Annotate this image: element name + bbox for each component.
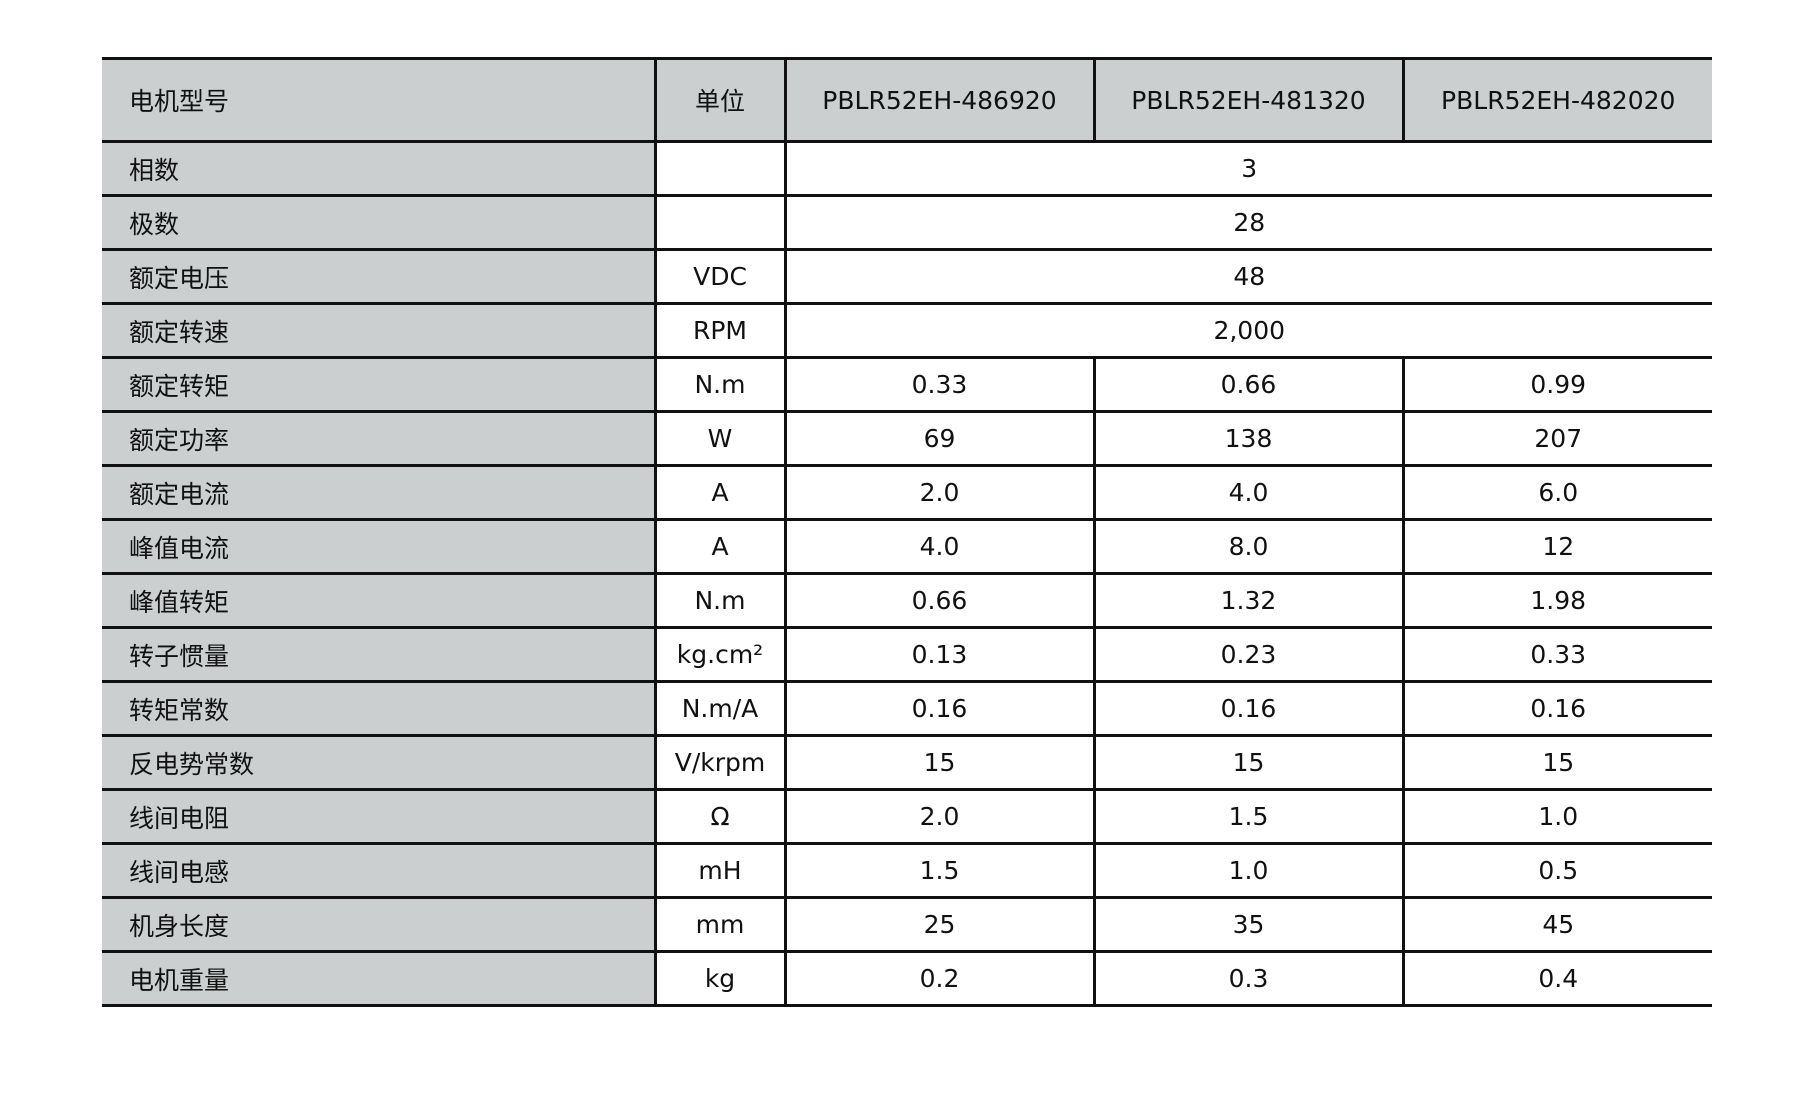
row-unit [653, 194, 787, 251]
row-label: 额定转矩 [102, 356, 657, 413]
row-label: 额定电流 [102, 464, 657, 521]
row-value: 1.98 [1401, 572, 1712, 629]
row-value: 6.0 [1401, 464, 1712, 521]
row-unit: N.m [653, 572, 787, 629]
table-row: 额定电流 A 2.0 4.0 6.0 [102, 464, 1712, 521]
row-unit: kg.cm² [653, 626, 787, 683]
header-model-3: PBLR52EH-482020 [1401, 57, 1712, 143]
row-value: 0.66 [783, 572, 1096, 629]
table-row: 峰值转矩 N.m 0.66 1.32 1.98 [102, 572, 1712, 629]
row-unit: N.m/A [653, 680, 787, 737]
row-unit: W [653, 410, 787, 467]
row-label: 额定功率 [102, 410, 657, 467]
row-value: 1.5 [783, 842, 1096, 899]
table-row: 线间电阻 Ω 2.0 1.5 1.0 [102, 788, 1712, 845]
row-value: 15 [1092, 734, 1405, 791]
table-row: 转子惯量 kg.cm² 0.13 0.23 0.33 [102, 626, 1712, 683]
table-row: 反电势常数 V/krpm 15 15 15 [102, 734, 1712, 791]
row-label: 线间电感 [102, 842, 657, 899]
row-label: 转矩常数 [102, 680, 657, 737]
row-unit: V/krpm [653, 734, 787, 791]
row-value: 1.5 [1092, 788, 1405, 845]
row-value: 25 [783, 896, 1096, 953]
table-row: 机身长度 mm 25 35 45 [102, 896, 1712, 953]
row-label: 额定转速 [102, 302, 657, 359]
row-unit: mm [653, 896, 787, 953]
row-value: 15 [1401, 734, 1712, 791]
row-value: 69 [783, 410, 1096, 467]
header-unit: 单位 [653, 57, 787, 143]
row-label: 峰值电流 [102, 518, 657, 575]
row-value: 45 [1401, 896, 1712, 953]
table-row: 额定转速 RPM 2,000 [102, 302, 1712, 359]
row-value: 0.4 [1401, 950, 1712, 1007]
row-label: 机身长度 [102, 896, 657, 953]
row-unit: RPM [653, 302, 787, 359]
header-model-label: 电机型号 [102, 57, 657, 143]
table-row: 额定转矩 N.m 0.33 0.66 0.99 [102, 356, 1712, 413]
row-value: 0.33 [1401, 626, 1712, 683]
table-row: 峰值电流 A 4.0 8.0 12 [102, 518, 1712, 575]
row-value: 1.0 [1401, 788, 1712, 845]
row-value: 0.5 [1401, 842, 1712, 899]
row-value: 207 [1401, 410, 1712, 467]
row-unit: Ω [653, 788, 787, 845]
header-model-2: PBLR52EH-481320 [1092, 57, 1405, 143]
row-value: 15 [783, 734, 1096, 791]
header-row: 电机型号 单位 PBLR52EH-486920 PBLR52EH-481320 … [102, 57, 1712, 143]
row-value-shared: 28 [783, 194, 1712, 251]
row-value-shared: 48 [783, 248, 1712, 305]
table-row: 电机重量 kg 0.2 0.3 0.4 [102, 950, 1712, 1007]
table-row: 极数 28 [102, 194, 1712, 251]
row-value-shared: 2,000 [783, 302, 1712, 359]
row-value: 138 [1092, 410, 1405, 467]
row-value: 0.3 [1092, 950, 1405, 1007]
row-value: 0.16 [1092, 680, 1405, 737]
row-value: 1.0 [1092, 842, 1405, 899]
row-label: 极数 [102, 194, 657, 251]
row-value: 0.13 [783, 626, 1096, 683]
row-label: 峰值转矩 [102, 572, 657, 629]
table-row: 相数 3 [102, 140, 1712, 197]
row-value: 2.0 [783, 788, 1096, 845]
row-unit: A [653, 518, 787, 575]
row-value: 12 [1401, 518, 1712, 575]
row-value: 0.16 [783, 680, 1096, 737]
row-unit: N.m [653, 356, 787, 413]
row-unit: A [653, 464, 787, 521]
row-unit: mH [653, 842, 787, 899]
row-value: 0.2 [783, 950, 1096, 1007]
row-unit: kg [653, 950, 787, 1007]
row-label: 相数 [102, 140, 657, 197]
row-value-shared: 3 [783, 140, 1712, 197]
row-value: 0.66 [1092, 356, 1405, 413]
row-unit [653, 140, 787, 197]
row-label: 反电势常数 [102, 734, 657, 791]
row-value: 35 [1092, 896, 1405, 953]
motor-spec-table: 电机型号 单位 PBLR52EH-486920 PBLR52EH-481320 … [102, 57, 1712, 1007]
row-label: 线间电阻 [102, 788, 657, 845]
table-row: 转矩常数 N.m/A 0.16 0.16 0.16 [102, 680, 1712, 737]
row-value: 4.0 [1092, 464, 1405, 521]
row-value: 8.0 [1092, 518, 1405, 575]
row-value: 1.32 [1092, 572, 1405, 629]
row-value: 4.0 [783, 518, 1096, 575]
row-value: 0.99 [1401, 356, 1712, 413]
row-label: 转子惯量 [102, 626, 657, 683]
row-value: 0.23 [1092, 626, 1405, 683]
header-model-1: PBLR52EH-486920 [783, 57, 1096, 143]
row-value: 2.0 [783, 464, 1096, 521]
row-unit: VDC [653, 248, 787, 305]
table-row: 线间电感 mH 1.5 1.0 0.5 [102, 842, 1712, 899]
row-value: 0.16 [1401, 680, 1712, 737]
row-label: 额定电压 [102, 248, 657, 305]
table-row: 额定电压 VDC 48 [102, 248, 1712, 305]
row-value: 0.33 [783, 356, 1096, 413]
row-label: 电机重量 [102, 950, 657, 1007]
table-row: 额定功率 W 69 138 207 [102, 410, 1712, 467]
